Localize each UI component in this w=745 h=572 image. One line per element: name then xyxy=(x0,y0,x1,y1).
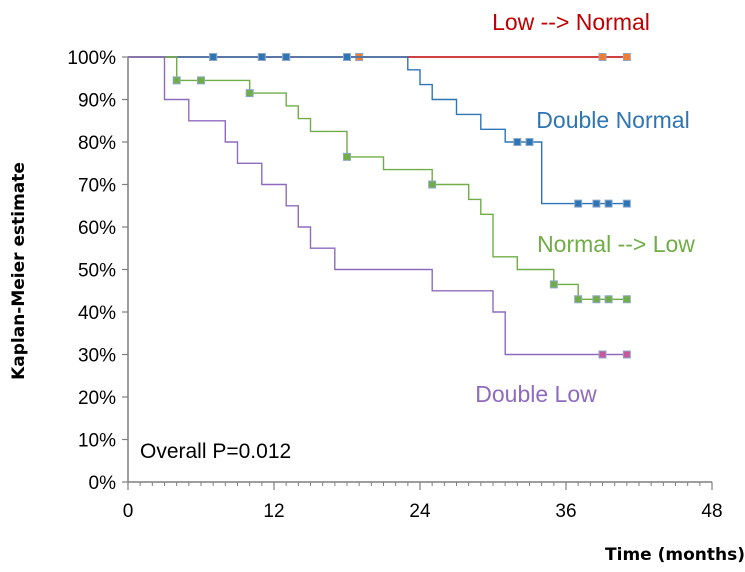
series-3 xyxy=(128,56,631,359)
x-tick-label: 0 xyxy=(123,501,134,522)
censor-marker xyxy=(282,53,291,61)
series-1 xyxy=(128,53,631,208)
y-tick-label: 90% xyxy=(78,91,116,112)
y-tick-label: 20% xyxy=(78,388,116,409)
censor-marker xyxy=(209,53,218,61)
series-label-normal-to-low: Normal --> Low xyxy=(537,231,695,257)
overall-p-value: Overall P=0.012 xyxy=(140,440,291,463)
y-tick-label: 100% xyxy=(67,48,116,69)
censor-marker xyxy=(172,76,181,85)
censor-marker xyxy=(525,138,534,146)
survival-curve xyxy=(128,56,627,300)
censor-marker xyxy=(604,295,613,304)
censor-marker xyxy=(604,199,613,208)
axes: 0% 10% 20% 30% 40% 50% 60% 70% 80% 90% 100% 0 12 24 36… xyxy=(67,48,722,522)
censor-marker xyxy=(343,53,351,61)
survival-curve xyxy=(128,56,627,205)
x-tick-label: 24 xyxy=(409,501,431,522)
censor-marker xyxy=(549,280,558,289)
x-axis-title: Time (months) xyxy=(605,545,745,565)
y-tick-label: 10% xyxy=(78,431,116,452)
censor-marker xyxy=(598,53,607,61)
censor-marker xyxy=(598,350,607,359)
series-label-double-low: Double Low xyxy=(475,381,597,407)
y-tick-label: 60% xyxy=(78,218,116,239)
censor-marker xyxy=(513,138,522,146)
censor-marker xyxy=(622,350,631,359)
series-2 xyxy=(128,56,631,304)
series-layer xyxy=(128,53,631,359)
censor-marker xyxy=(622,53,631,61)
x-tick-label: 12 xyxy=(263,501,284,522)
censor-marker xyxy=(622,199,631,208)
series-label-double-normal: Double Normal xyxy=(536,107,689,133)
y-axis-title: Kaplan-Meier estimate xyxy=(9,162,29,380)
censor-marker xyxy=(622,295,631,304)
censor-marker xyxy=(428,180,437,189)
x-tick-label: 36 xyxy=(555,501,576,522)
y-tick-label: 70% xyxy=(78,176,116,197)
y-tick-label: 30% xyxy=(78,346,116,367)
x-tick-label: 48 xyxy=(701,501,722,522)
y-tick-label: 0% xyxy=(89,473,117,494)
y-tick-label: 80% xyxy=(78,133,116,154)
y-tick-label: 50% xyxy=(78,261,116,282)
censor-marker xyxy=(574,295,583,304)
censor-marker xyxy=(574,199,583,208)
y-tick-label: 40% xyxy=(78,303,116,324)
censor-marker xyxy=(257,53,266,61)
survival-curve xyxy=(128,56,627,356)
censor-marker xyxy=(343,152,351,161)
censor-marker xyxy=(197,76,205,85)
censor-marker xyxy=(245,89,254,98)
censor-marker xyxy=(592,199,601,208)
series-label-low-to-normal: Low --> Normal xyxy=(492,9,650,35)
censor-marker xyxy=(592,295,601,304)
